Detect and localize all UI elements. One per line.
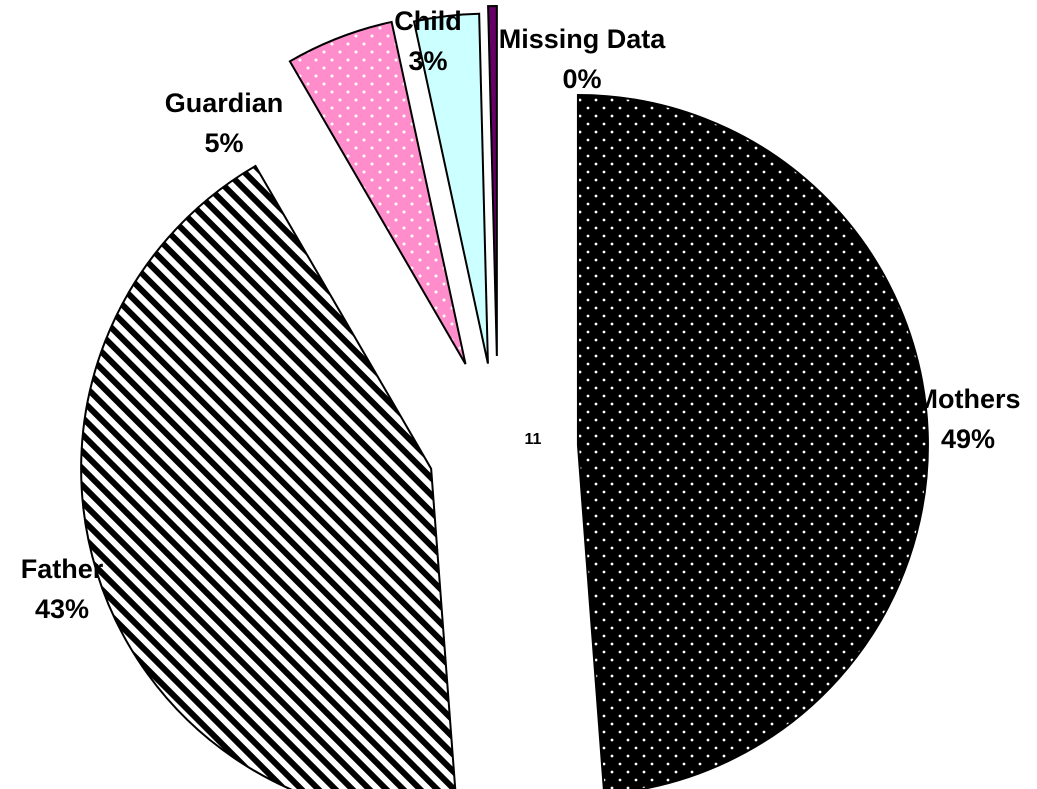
center-number: 11 [525, 431, 542, 448]
pie-slices [80, 5, 929, 789]
slice-missing-data [487, 5, 498, 357]
slice-value-father: 43% [35, 594, 89, 624]
slice-label-missing-data: Missing Data [499, 24, 667, 54]
slice-father [80, 164, 457, 789]
slice-value-guardian: 5% [204, 128, 243, 158]
slice-value-mothers: 49% [941, 424, 995, 454]
slice-mothers [576, 93, 929, 789]
slice-guardian [288, 20, 467, 365]
slice-labels: Mothers 49% Father 43% Guardian 5% Child 3% Miss… [21, 6, 1021, 624]
slice-label-mothers: Mothers [915, 384, 1020, 414]
slice-child [412, 12, 489, 364]
slice-value-missing-data: 0% [562, 64, 601, 94]
slice-label-guardian: Guardian [165, 88, 284, 118]
slice-label-father: Father [21, 554, 104, 584]
slice-value-child: 3% [408, 46, 447, 76]
slice-label-child: Child [394, 6, 462, 36]
